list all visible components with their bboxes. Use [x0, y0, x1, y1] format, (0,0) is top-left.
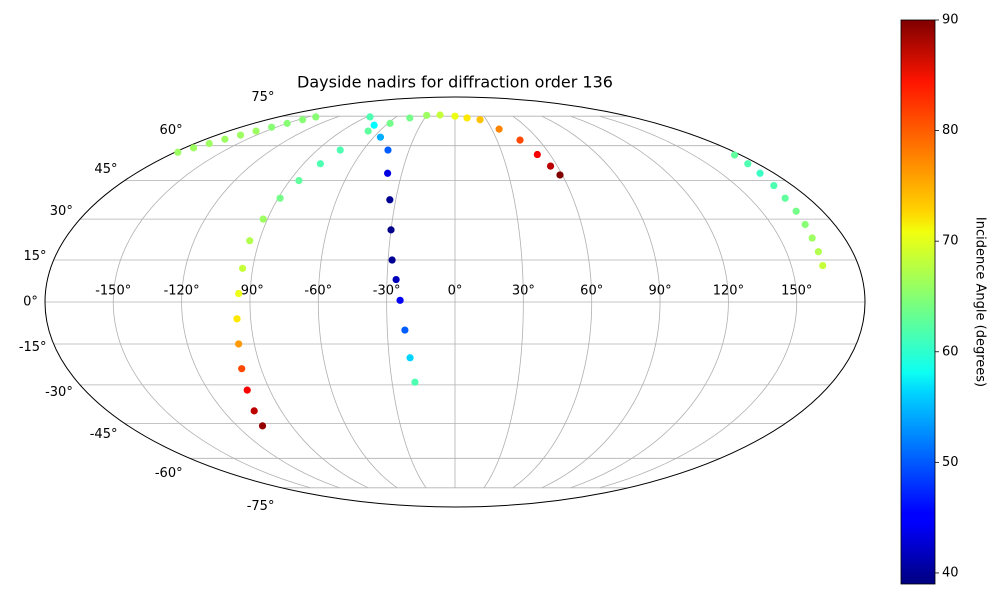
colorbar-tick-label: 90 — [942, 13, 959, 28]
data-point — [174, 148, 182, 156]
points — [174, 111, 827, 430]
data-point — [406, 114, 414, 122]
data-point — [392, 275, 400, 284]
data-point — [495, 125, 503, 133]
data-point — [259, 215, 267, 223]
x-tick-label: 120° — [713, 284, 744, 299]
data-point — [312, 113, 320, 121]
data-point — [246, 237, 254, 245]
y-tick-label: -45° — [90, 427, 118, 442]
data-point — [556, 171, 564, 179]
x-tick-label: 0° — [448, 284, 463, 299]
colorbar-tick-label: 60 — [942, 344, 959, 359]
y-tick-label: -60° — [155, 466, 183, 481]
y-tick-label: -30° — [45, 385, 73, 400]
y-tick-label: 45° — [94, 162, 117, 177]
data-point — [366, 113, 374, 121]
x-tick-label: -90° — [236, 284, 264, 299]
data-point — [258, 422, 267, 430]
colorbar-tick-label: 40 — [942, 565, 959, 580]
data-point — [386, 196, 394, 204]
data-point — [276, 194, 284, 202]
y-tick-label: 75° — [251, 90, 274, 105]
data-point — [283, 119, 291, 127]
graticule — [44, 115, 866, 489]
data-point — [546, 162, 555, 170]
tick-labels: -150° -120° -90° -60° -30° 0° 30° 60° 90° 120° 150… — [19, 90, 813, 514]
data-point — [819, 261, 827, 270]
x-tick-label: 30° — [512, 284, 535, 299]
data-point — [189, 144, 198, 152]
chart-title: Dayside nadirs for diffraction order 136 — [297, 73, 613, 92]
map-outline — [44, 96, 866, 508]
data-point — [516, 136, 524, 144]
data-point — [423, 111, 431, 119]
y-tick-label: 60° — [160, 123, 183, 138]
data-point — [384, 169, 392, 177]
colorbar — [900, 19, 936, 585]
y-tick-label: 15° — [24, 249, 47, 264]
data-point — [233, 315, 241, 323]
data-point — [336, 146, 344, 154]
y-tick-label: -15° — [19, 340, 47, 355]
data-point — [744, 160, 752, 168]
data-point — [792, 207, 800, 215]
y-tick-label: 30° — [50, 204, 73, 219]
x-tick-label: 90° — [649, 284, 672, 299]
x-tick-label: -30° — [373, 284, 401, 299]
data-point — [814, 248, 822, 256]
data-point — [388, 256, 396, 264]
data-point — [364, 127, 372, 135]
data-point — [295, 176, 303, 185]
data-point — [299, 116, 307, 124]
data-point — [239, 264, 247, 272]
data-point — [235, 340, 243, 348]
data-point — [386, 119, 394, 127]
x-tick-label: -60° — [304, 284, 332, 299]
data-point — [411, 378, 419, 386]
data-point — [236, 131, 245, 139]
data-point — [384, 146, 392, 154]
data-point — [205, 139, 213, 148]
x-tick-label: 150° — [781, 284, 812, 299]
data-point — [243, 386, 251, 394]
data-point — [451, 112, 459, 120]
data-point — [463, 114, 471, 122]
data-point — [781, 194, 789, 202]
colorbar-tick-label: 80 — [942, 123, 959, 138]
data-point — [533, 150, 541, 159]
colorbar-label: Incidence Angle (degrees) — [973, 217, 988, 387]
y-tick-label: 0° — [23, 295, 38, 310]
data-point — [476, 116, 484, 124]
x-tick-label: -120° — [164, 284, 200, 299]
data-point — [436, 111, 444, 119]
data-point — [756, 169, 764, 177]
data-point — [376, 133, 385, 141]
data-point — [370, 121, 378, 129]
x-tick-label: 60° — [580, 284, 603, 299]
data-point — [801, 220, 809, 229]
data-point — [316, 160, 324, 168]
y-tick-label: -75° — [247, 499, 275, 514]
data-point — [238, 365, 246, 373]
data-point — [808, 234, 816, 242]
x-tick-label: -150° — [95, 284, 131, 299]
data-point — [406, 354, 414, 362]
data-point — [250, 407, 258, 415]
data-point — [401, 326, 409, 334]
data-point — [221, 135, 229, 143]
data-point — [770, 181, 778, 190]
data-point — [235, 289, 243, 298]
colorbar-tick-label: 50 — [942, 455, 959, 470]
data-point — [252, 127, 260, 135]
data-point — [387, 226, 395, 234]
colorbar-ticks: 40 50 60 70 80 90 — [935, 13, 959, 580]
colorbar-tick-label: 70 — [942, 234, 959, 249]
data-point — [730, 151, 739, 159]
data-point — [396, 296, 404, 304]
data-point — [268, 123, 276, 131]
